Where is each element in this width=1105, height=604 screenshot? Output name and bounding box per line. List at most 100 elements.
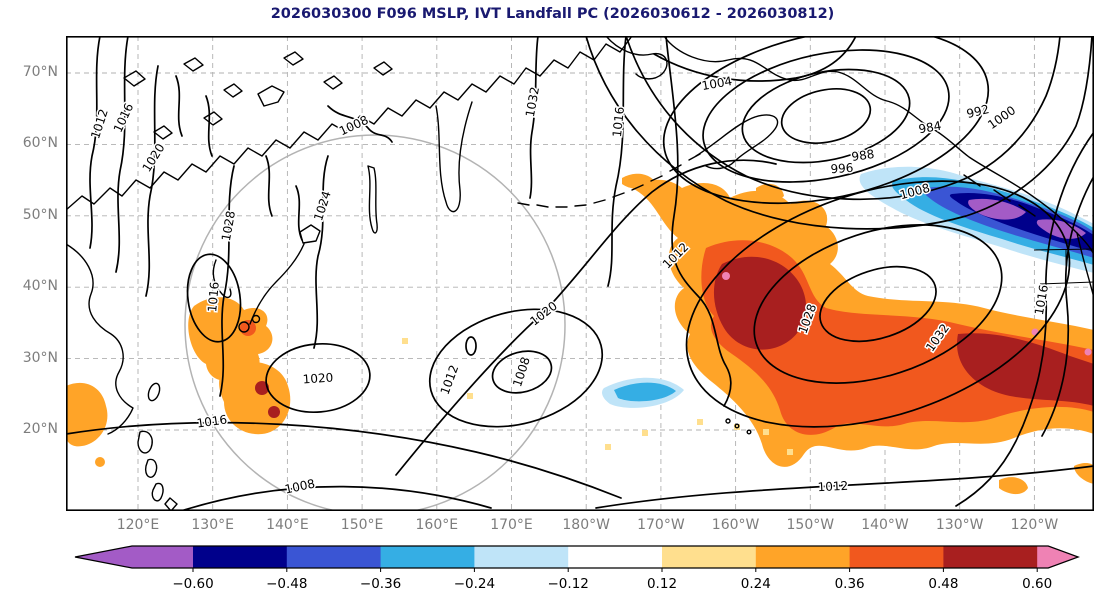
x-tick-label: 130°E xyxy=(191,517,234,533)
contour-label: 1020 xyxy=(527,299,560,329)
contour-line xyxy=(265,155,273,217)
coastline-path xyxy=(257,85,285,107)
colorbar-tick-label: −0.48 xyxy=(266,576,308,592)
contour-label: 1020 xyxy=(140,141,168,174)
coastline-path xyxy=(65,35,633,211)
contour-label: 988 xyxy=(851,147,876,164)
ivt-fill-region xyxy=(268,406,280,418)
contour-line xyxy=(955,131,1095,507)
contour-label: 1000 xyxy=(985,103,1018,132)
contour-line xyxy=(219,165,235,397)
contour-line xyxy=(607,35,627,287)
coastline-path xyxy=(725,418,731,424)
map-canvas: 1012 101610201028102410081016102010161008… xyxy=(65,27,1095,516)
ivt-shading xyxy=(66,166,1094,495)
contour-line xyxy=(529,35,539,199)
colorbar-tick-label: 0.36 xyxy=(834,576,865,592)
y-axis-ticks: 70°N 60°N 50°N 40°N 30°N 20°N xyxy=(0,0,66,604)
contour-line xyxy=(65,421,622,499)
colorbar-tick-label: −0.36 xyxy=(359,576,402,592)
contour-label: 1024 xyxy=(311,189,334,222)
coastline-path xyxy=(734,423,740,429)
ivt-fill-region xyxy=(622,173,656,190)
coastline-path xyxy=(151,482,164,502)
contour-line xyxy=(205,95,213,157)
colorbar-tick-label: −0.12 xyxy=(547,576,589,592)
coastline-path xyxy=(223,83,243,98)
x-tick-label: 150°E xyxy=(340,517,384,533)
contour-line xyxy=(395,159,777,476)
ivt-fill-region xyxy=(734,424,740,430)
contour-label: 996 xyxy=(830,161,854,177)
contour-line xyxy=(145,65,159,297)
contour-line xyxy=(653,35,857,82)
contour-line xyxy=(780,88,872,144)
x-axis-ticks: 120°E 130°E 140°E 150°E 160°E 170°E 180°W 170°W… xyxy=(0,517,1105,537)
ivt-fill-region xyxy=(614,382,676,402)
contour-line xyxy=(265,342,371,414)
contour-label: 1008 xyxy=(284,476,317,496)
y-tick-label: 60°N xyxy=(22,135,58,152)
coastline-path xyxy=(164,497,178,512)
colorbar-segment xyxy=(193,546,288,568)
ivt-fill-region xyxy=(697,419,703,425)
contour-line xyxy=(295,185,303,241)
contour-line xyxy=(186,253,242,343)
colorbar-segment xyxy=(755,546,851,568)
ivt-fill-region xyxy=(605,444,611,450)
coastline-path xyxy=(123,70,146,87)
contour-line xyxy=(180,485,492,512)
contour-label: 984 xyxy=(917,119,942,137)
x-tick-label: 130°W xyxy=(935,517,984,533)
contour-line xyxy=(115,35,129,273)
x-tick-label: 150°W xyxy=(786,517,835,533)
ivt-fill-region xyxy=(255,381,269,395)
contour-label: 1032 xyxy=(523,86,542,119)
contour-line xyxy=(741,68,911,164)
x-tick-label: 160°E xyxy=(415,517,459,533)
colorbar-segment xyxy=(380,546,475,568)
plot-border xyxy=(66,36,1095,511)
colorbar-canvas xyxy=(74,545,1080,572)
coastline-path xyxy=(183,57,204,72)
coastline-path xyxy=(435,101,473,213)
coastline-path xyxy=(283,51,304,66)
ivt-fill-region xyxy=(787,449,793,455)
colorbar: −0.60 −0.48 −0.36 −0.24 −0.12 0.12 0.24 0.36 0.4… xyxy=(0,538,1105,604)
contour-line xyxy=(819,265,937,343)
ivt-fill-region xyxy=(402,338,408,344)
contour-label: 1020 xyxy=(302,370,333,386)
colorbar-segment xyxy=(474,546,569,568)
coastline-path xyxy=(299,224,321,244)
coastline-path xyxy=(65,243,134,435)
chart-title: 2026030300 F096 MSLP, IVT Landfall PC (2… xyxy=(270,6,835,22)
ivt-fill-region xyxy=(1084,348,1092,356)
ivt-fill-region xyxy=(763,429,769,435)
contour-label: 1028 xyxy=(219,210,238,243)
contour-line xyxy=(595,465,1095,509)
x-tick-label: 120°E xyxy=(116,517,160,533)
coastline-path xyxy=(249,243,305,325)
map-plot-area: 1012 1016 1020 1028 1024 1008 1016 1020 1016 1008… xyxy=(65,27,1095,516)
colorbar-segment xyxy=(943,546,1038,568)
contour-label: 1016 xyxy=(111,101,137,135)
contour-label: 1016 xyxy=(610,106,627,138)
ivt-fill-region xyxy=(642,430,648,436)
y-tick-label: 30°N xyxy=(22,349,58,366)
ivt-fill-region xyxy=(957,333,1094,406)
contour-label: 992 xyxy=(965,102,991,121)
colorbar-segment xyxy=(662,546,757,568)
y-tick-label: 70°N xyxy=(22,64,58,80)
y-tick-label: 20°N xyxy=(22,421,58,437)
ivt-fill-region xyxy=(999,477,1028,495)
colorbar-tick-label: 0.60 xyxy=(1022,576,1053,592)
contour-label: 1012 xyxy=(438,363,462,396)
colorbar-outline xyxy=(74,545,1080,569)
ivt-fill-region xyxy=(95,457,105,467)
x-tick-label: 140°W xyxy=(861,517,909,533)
y-tick-label: 50°N xyxy=(22,206,58,223)
x-tick-label: 160°W xyxy=(711,517,760,533)
contour-label: 1008 xyxy=(510,355,533,388)
contour-line xyxy=(327,105,393,143)
